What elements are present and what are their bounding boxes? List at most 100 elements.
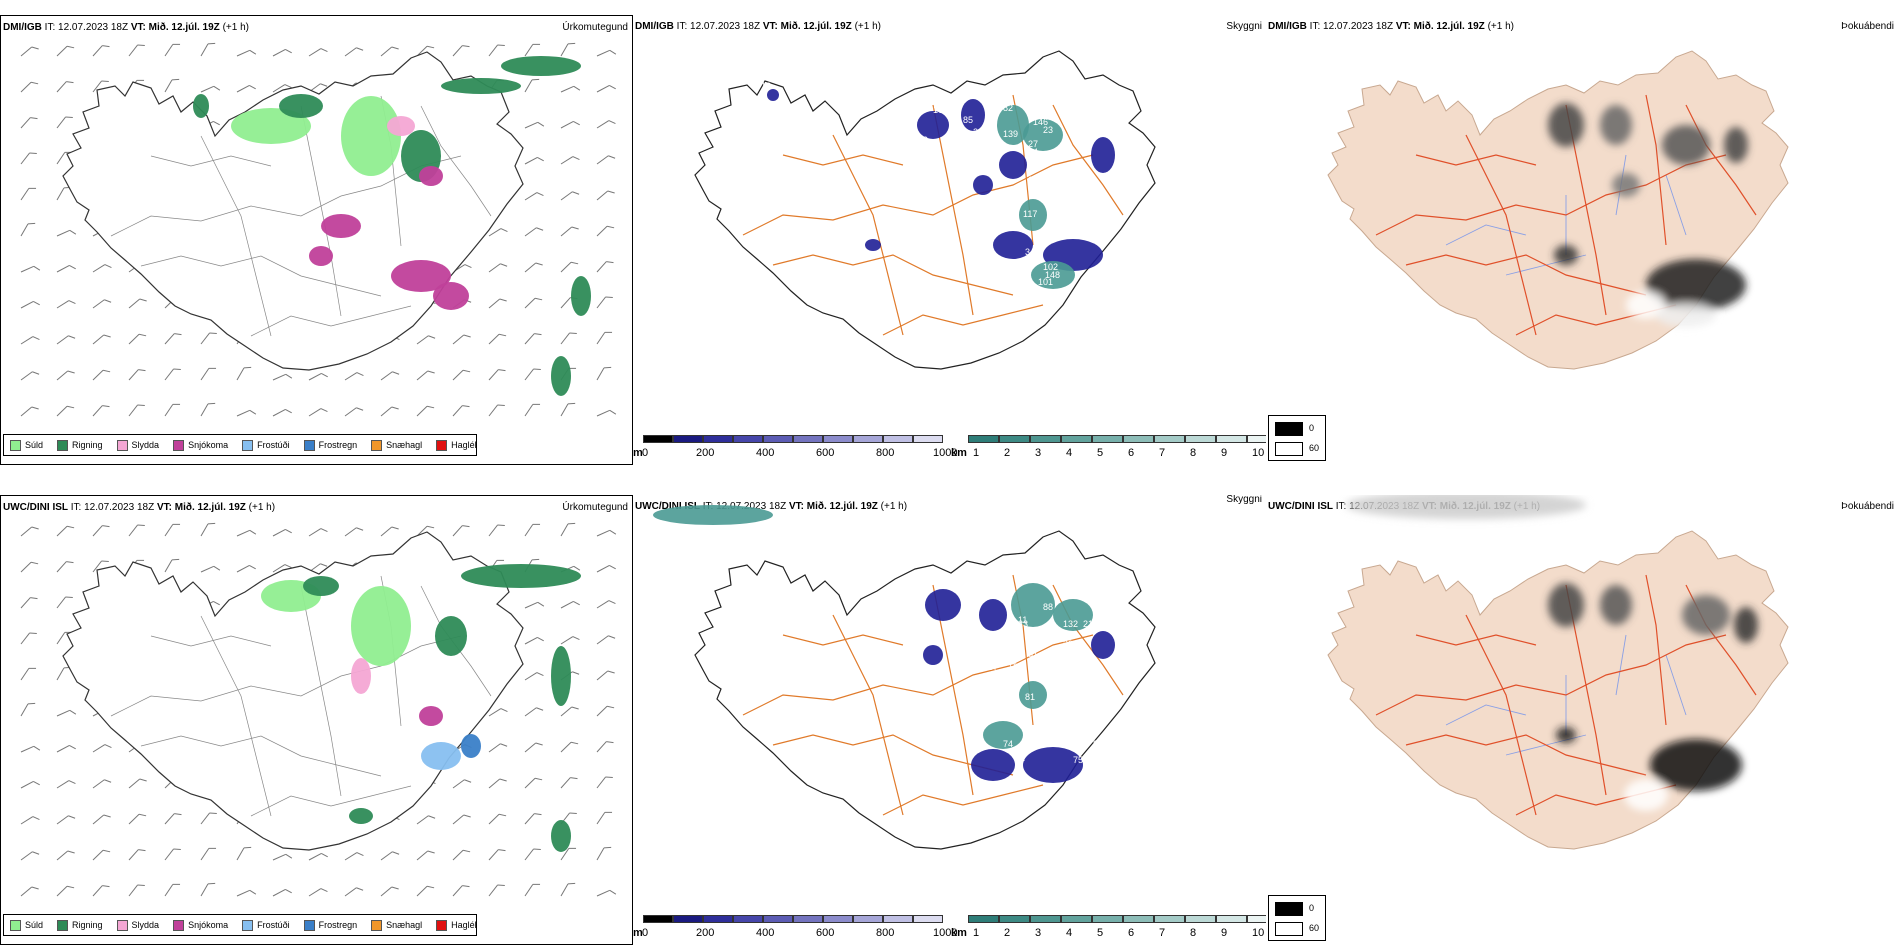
wind-barb — [164, 333, 182, 345]
legend-swatch — [242, 439, 254, 451]
fog-indicator-area — [1556, 727, 1576, 743]
colorbar-cell — [1185, 915, 1216, 923]
precip-area-rigning — [303, 576, 339, 596]
iceland-fog-map — [1327, 495, 1789, 850]
visibility-value-label: 82 — [1093, 739, 1103, 749]
road-line — [1465, 134, 1537, 336]
fog-indicator-area — [1346, 495, 1586, 519]
colorbar-unit: km — [951, 447, 967, 459]
visibility-value-label: 85 — [963, 115, 973, 125]
wind-barb — [164, 368, 181, 381]
river-line — [1665, 174, 1687, 236]
visibility-km-area — [653, 505, 773, 525]
wind-barb — [488, 44, 505, 57]
colorbar-tick: 600 — [816, 927, 835, 939]
wind-barb — [488, 743, 508, 753]
visibility-km-area — [1019, 199, 1047, 231]
colorbar-tick: 400 — [756, 927, 775, 939]
legend-swatch — [436, 919, 448, 931]
visibility-value-label: 11 — [1028, 175, 1037, 185]
visibility-value-label: 15 — [973, 155, 983, 165]
wind-barb — [236, 84, 256, 93]
wind-barb — [92, 405, 110, 417]
panel-header: DMI/IGB IT: 12.07.2023 18Z VT: Mið. 12.j… — [3, 22, 249, 33]
colorbar-cell — [853, 435, 883, 443]
visibility-value-label: 137 — [988, 225, 1003, 235]
colorbar-tick: 2 — [1004, 927, 1011, 939]
visibility-value-label: 148 — [1045, 270, 1060, 280]
visibility-value-label: 27 — [1028, 139, 1038, 149]
legend-swatch — [173, 439, 185, 451]
road-line — [140, 255, 382, 297]
visibility-m-area — [767, 89, 779, 101]
wind-barb — [272, 528, 292, 537]
precip-area-snjókoma — [419, 706, 443, 726]
colorbar-cell — [913, 915, 943, 923]
colorbar-cell — [703, 435, 733, 443]
wind-barb — [560, 226, 579, 237]
visibility-value-label: 52 — [968, 629, 978, 639]
visibility-value-label: 67 — [988, 662, 998, 672]
wind-barb — [200, 402, 216, 417]
wind-barb — [452, 525, 470, 537]
colorbar-cell — [1061, 435, 1092, 443]
road-line — [420, 105, 492, 217]
legend-label: Frostúði — [257, 920, 290, 930]
wind-barb — [596, 296, 613, 309]
precip-legend-item: Súld — [10, 439, 43, 451]
wind-barb — [560, 847, 577, 861]
wind-barb — [452, 369, 471, 381]
visibility-m-area — [1023, 747, 1083, 783]
wind-barb — [92, 744, 112, 753]
colorbar-cell — [1030, 915, 1061, 923]
wind-barb — [596, 331, 613, 345]
river-line — [1445, 704, 1527, 726]
visibility-value-label: 23 — [1043, 125, 1053, 135]
wind-barb — [596, 409, 617, 417]
wind-barb — [524, 523, 541, 537]
visibility-value-label: 117 — [1023, 209, 1037, 219]
wind-barb — [56, 300, 76, 309]
visibility-value-label: 83 — [955, 662, 965, 672]
wind-barb — [524, 742, 543, 753]
legend-label: Snæhagl — [386, 440, 423, 450]
colorbar-cell — [643, 915, 673, 923]
wind-barb — [380, 526, 399, 537]
legend-label: Haglél — [451, 920, 477, 930]
road-line — [150, 155, 272, 167]
wind-barb — [128, 884, 145, 897]
wind-barb — [56, 116, 73, 129]
precip-area-slydda — [351, 658, 371, 694]
colorbar-tick: 6 — [1128, 927, 1135, 939]
wind-barb — [596, 564, 616, 573]
precip-legend: Súld Rigning Slydda Snjókoma Frostúði Frostre… — [3, 914, 477, 936]
panel-type-label: Þokuábendi — [1841, 501, 1894, 512]
colorbar-cell — [733, 435, 763, 443]
wind-barb — [308, 852, 328, 861]
visibility-colorbar: m 0 200 400 600 800 1000 km 1 2 3 4 5 6 7 8 9 10 — [633, 435, 1266, 461]
colorbar-tick: 1000 — [933, 927, 958, 939]
road-line — [832, 614, 904, 816]
visibility-km-area — [1023, 119, 1063, 151]
wind-barb — [344, 527, 364, 537]
fog-indicator-area — [1600, 585, 1632, 625]
wind-barb — [236, 49, 257, 57]
wind-barb — [524, 672, 544, 681]
road-line — [932, 104, 974, 316]
visibility-value-label: 344 — [1025, 247, 1040, 257]
panel-type-label: Úrkomutegund — [562, 502, 628, 513]
fog-legend: 0 60 — [1268, 415, 1326, 461]
wind-barb — [128, 849, 146, 861]
visibility-m-area — [961, 99, 985, 131]
wind-barb — [560, 522, 576, 537]
wind-barb — [452, 885, 470, 897]
panel-type-label: Skyggni — [1226, 495, 1262, 505]
legend-swatch — [303, 919, 315, 931]
precip-legend-item: Snjókoma — [173, 919, 228, 931]
wind-barb — [524, 883, 541, 897]
fog-panel-row1: DMI/IGB IT: 12.07.2023 18Z VT: Mið. 12.j… — [1266, 15, 1900, 465]
wind-barb — [56, 45, 75, 57]
wind-barb — [20, 886, 39, 897]
precip-legend-item: Rigning — [57, 439, 103, 451]
visibility-m-area — [979, 599, 1007, 631]
